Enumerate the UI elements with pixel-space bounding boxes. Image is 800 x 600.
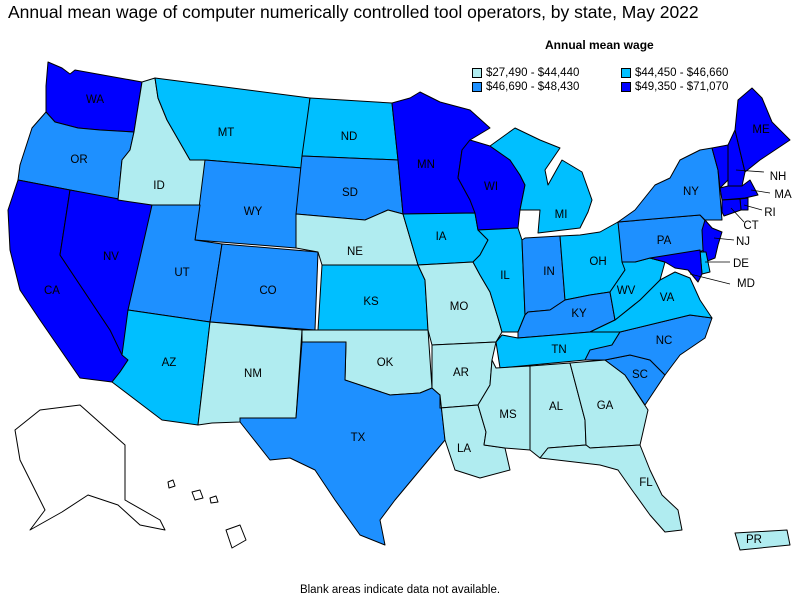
hawaii-no-data [167, 479, 247, 549]
state-md[interactable] [649, 249, 703, 283]
legend-swatch [472, 68, 482, 78]
state-label-ut: UT [174, 267, 189, 279]
state-label-ma: MA [774, 189, 792, 201]
state-label-sd: SD [342, 187, 358, 199]
state-label-tx: TX [351, 432, 366, 444]
state-label-ok: OK [377, 357, 394, 369]
state-tx[interactable] [239, 341, 446, 546]
legend-label: $27,490 - $44,440 [486, 67, 580, 79]
state-label-de: DE [733, 258, 749, 270]
footnote: Blank areas indicate data not available. [299, 584, 501, 596]
state-label-pa: PA [657, 235, 672, 247]
state-label-ny: NY [683, 186, 699, 198]
states-layer [7, 61, 791, 551]
state-ct[interactable] [721, 198, 742, 217]
state-label-ct: CT [743, 220, 758, 232]
state-label-oh: OH [589, 256, 606, 268]
state-mi[interactable] [489, 127, 593, 234]
state-label-mt: MT [218, 127, 235, 139]
state-label-or: OR [70, 154, 87, 166]
state-label-wv: WV [617, 285, 636, 297]
state-nd[interactable] [301, 97, 399, 161]
state-label-ks: KS [363, 296, 379, 308]
legend-item-bin-4: $49,350 - $71,070 [621, 81, 728, 93]
legend-swatch [621, 82, 631, 92]
legend-item-bin-2: $44,450 - $46,660 [621, 67, 728, 79]
state-label-nd: ND [341, 131, 358, 143]
alaska-no-data [14, 404, 166, 531]
state-label-co: CO [259, 285, 276, 297]
state-label-ky: KY [571, 308, 587, 320]
state-label-tn: TN [551, 344, 566, 356]
leader-lines [689, 169, 771, 285]
legend-item-bin-1: $27,490 - $44,440 [472, 67, 579, 79]
state-label-md: MD [737, 278, 755, 290]
state-label-wy: WY [244, 206, 263, 218]
state-ny[interactable] [617, 147, 723, 223]
legend-label: $49,350 - $71,070 [635, 81, 729, 93]
state-label-nh: NH [770, 171, 787, 183]
state-label-sc: SC [632, 369, 648, 381]
map-title: Annual mean wage of computer numerically… [8, 2, 699, 22]
state-label-nj: NJ [736, 236, 750, 248]
state-label-in: IN [543, 266, 555, 278]
legend-label: $44,450 - $46,660 [635, 67, 729, 79]
state-labels: WA OR CA NV ID MT WY UT AZ CO NM ND SD N… [44, 94, 792, 546]
state-label-ia: IA [436, 231, 447, 243]
state-nj[interactable] [701, 219, 723, 263]
state-label-ar: AR [453, 367, 469, 379]
state-wy[interactable] [194, 159, 303, 249]
state-label-ne: NE [347, 246, 363, 258]
state-label-mo: MO [450, 301, 469, 313]
legend-swatch [621, 68, 631, 78]
state-label-wi: WI [484, 181, 498, 193]
state-me[interactable] [734, 87, 791, 173]
state-label-me: ME [752, 124, 770, 136]
state-label-ri: RI [764, 207, 776, 219]
state-label-ga: GA [597, 400, 614, 412]
state-label-nm: NM [244, 368, 262, 380]
state-label-id: ID [153, 180, 165, 192]
state-label-va: VA [660, 292, 675, 304]
legend-item-bin-3: $46,690 - $48,430 [472, 81, 579, 93]
state-label-mi: MI [555, 209, 568, 221]
state-label-ms: MS [499, 409, 517, 421]
state-label-ca: CA [44, 285, 60, 297]
state-label-il: IL [500, 270, 510, 282]
legend-title: Annual mean wage [545, 38, 654, 52]
state-label-az: AZ [162, 357, 177, 369]
legend-label: $46,690 - $48,430 [486, 81, 580, 93]
state-label-fl: FL [639, 477, 653, 489]
state-label-nv: NV [103, 251, 119, 263]
state-label-wa: WA [86, 94, 104, 106]
state-label-al: AL [549, 401, 564, 413]
state-label-mn: MN [417, 159, 435, 171]
state-vt[interactable] [711, 144, 729, 189]
state-label-nc: NC [656, 335, 673, 347]
state-label-la: LA [457, 443, 471, 455]
state-label-pr: PR [746, 534, 762, 546]
state-pr[interactable] [734, 529, 791, 551]
state-fl[interactable] [539, 444, 683, 533]
legend-swatch [472, 82, 482, 92]
